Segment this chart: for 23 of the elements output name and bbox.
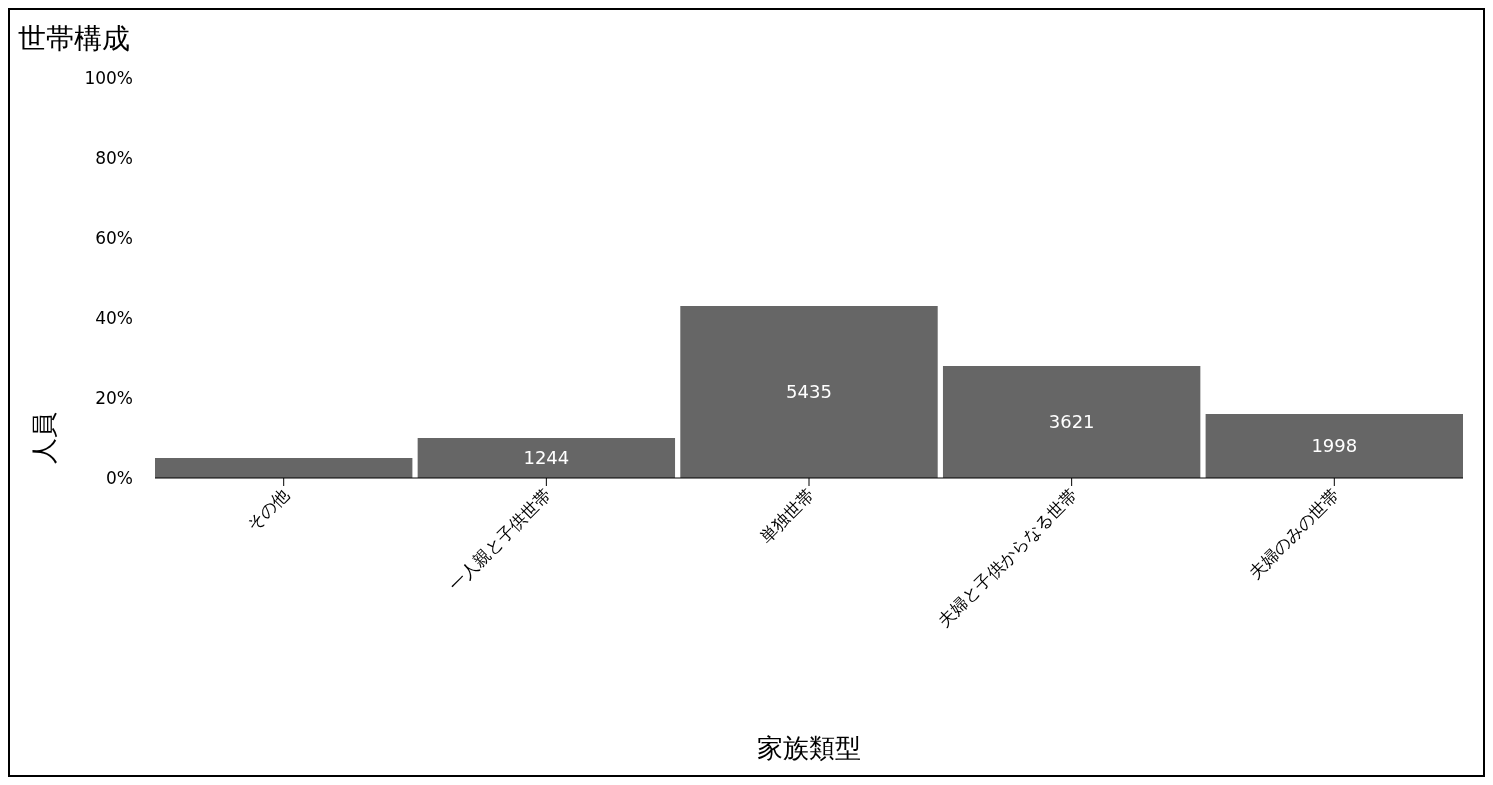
x-tick-label: 一人親と子供世帯: [444, 484, 556, 595]
bar: [417, 438, 676, 478]
y-tick-label: 20%: [95, 387, 133, 408]
annotation: 5435: [786, 381, 832, 403]
bar: [1205, 414, 1463, 478]
y-tick-label: 100%: [84, 67, 133, 88]
bar: [155, 458, 413, 478]
y-tick-label: 0%: [106, 467, 133, 488]
y-tick-label: 60%: [95, 227, 133, 248]
y-tick-label: 80%: [95, 147, 133, 168]
chart-title: 世帯構成: [18, 22, 130, 55]
x-axis-title: 家族類型: [757, 733, 861, 763]
bar: [942, 366, 1201, 478]
x-tick-label: 夫婦と子供からなる世帯: [934, 484, 1081, 632]
x-tick-label: その他: [242, 484, 293, 535]
annotation: 1998: [1311, 435, 1358, 457]
annotation: 3621: [1048, 411, 1095, 433]
x-tick-label: 単独世帯: [755, 484, 818, 547]
x-tick-label: 夫婦のみの世帯: [1244, 484, 1344, 583]
annotation: 1244: [523, 447, 570, 469]
y-tick-label: 40%: [95, 307, 133, 328]
bar: [680, 306, 938, 478]
y-axis-title: 人員: [29, 412, 59, 464]
